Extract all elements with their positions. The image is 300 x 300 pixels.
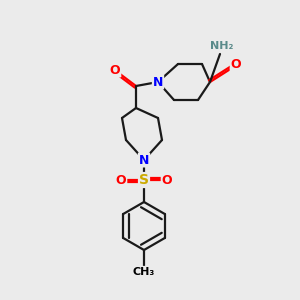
Text: S: S	[139, 173, 149, 187]
Text: NH₂: NH₂	[210, 41, 234, 51]
Text: O: O	[110, 64, 120, 76]
Text: O: O	[162, 173, 172, 187]
Text: CH₃: CH₃	[133, 267, 155, 277]
Text: N: N	[153, 76, 163, 88]
Text: N: N	[139, 154, 149, 166]
Text: O: O	[116, 173, 126, 187]
Text: O: O	[231, 58, 241, 70]
